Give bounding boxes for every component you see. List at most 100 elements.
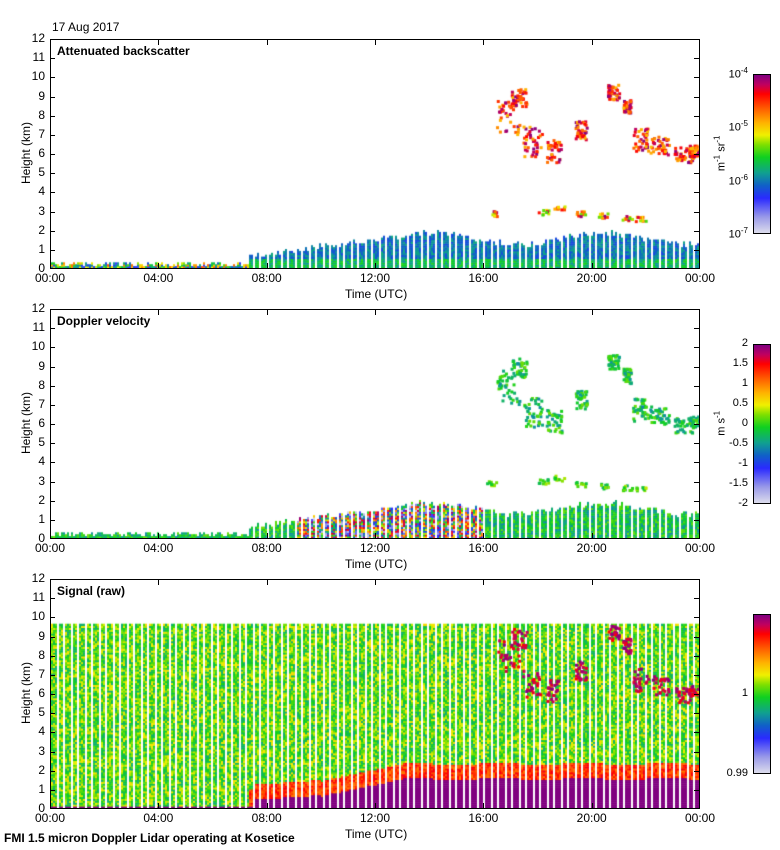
y-tick-mark — [694, 732, 699, 733]
y-tick-mark — [694, 347, 699, 348]
y-tick-label: 2 — [38, 222, 45, 237]
colorbar-tick-label: 2 — [741, 337, 748, 349]
y-tick-mark — [694, 173, 699, 174]
y-tick-label: 9 — [38, 358, 45, 373]
y-tick-label: 4 — [38, 724, 45, 739]
y-tick-mark — [694, 790, 699, 791]
colorbar-tick-label: -1.5 — [729, 477, 748, 489]
y-tick-mark — [50, 347, 55, 348]
y-tick-mark — [694, 367, 699, 368]
colorbar-tick-label: 10-6 — [728, 172, 748, 188]
x-tick-mark — [267, 533, 268, 538]
panel-title: Attenuated backscatter — [57, 44, 190, 58]
y-tick-mark — [50, 482, 55, 483]
x-tick-label: 00:00 — [34, 811, 66, 825]
y-tick-mark — [50, 135, 55, 136]
heatmap-canvas — [51, 40, 699, 268]
y-tick-label: 9 — [38, 88, 45, 103]
heatmap-canvas — [51, 310, 699, 538]
y-axis-label: Height (km) — [19, 392, 33, 455]
colorbar-tick-label: 0.99 — [726, 767, 748, 779]
x-tick-label: 04:00 — [143, 271, 174, 285]
colorbar-tick-label: 1.5 — [732, 357, 748, 369]
y-tick-mark — [694, 656, 699, 657]
y-tick-label: 11 — [32, 590, 45, 605]
x-tick-mark — [483, 533, 484, 538]
plot-area: Doppler velocity — [50, 309, 700, 539]
colorbar-tick-label: -0.5 — [729, 437, 748, 449]
panel-title: Doppler velocity — [57, 314, 151, 328]
y-tick-mark — [694, 135, 699, 136]
y-tick-label: 5 — [38, 435, 45, 450]
x-tick-mark — [592, 803, 593, 808]
colorbar-unit-label: m-1 sr-1 — [712, 135, 728, 172]
x-axis-label: Time (UTC) — [345, 287, 408, 301]
x-tick-mark — [267, 580, 268, 585]
y-tick-mark — [50, 231, 55, 232]
y-tick-mark — [694, 520, 699, 521]
x-tick-label: 12:00 — [359, 541, 391, 555]
x-tick-mark — [483, 263, 484, 268]
y-tick-mark — [694, 694, 699, 695]
y-axis-label: Height (km) — [19, 122, 33, 185]
panel-title: Signal (raw) — [57, 584, 126, 598]
y-tick-label: 5 — [38, 705, 45, 720]
x-tick-label: 12:00 — [359, 811, 391, 825]
y-tick-mark — [694, 713, 699, 714]
y-tick-mark — [50, 173, 55, 174]
x-tick-mark — [483, 580, 484, 585]
x-tick-mark — [267, 310, 268, 315]
y-tick-mark — [50, 154, 55, 155]
colorbar-tick-label: 0.5 — [732, 397, 748, 409]
y-tick-mark — [694, 752, 699, 753]
y-tick-label: 12 — [31, 571, 45, 585]
y-tick-label: 4 — [38, 454, 45, 469]
colorbar-tick-label: 10-5 — [728, 119, 748, 134]
y-tick-mark — [694, 617, 699, 618]
x-tick-mark — [483, 310, 484, 315]
x-tick-label: 04:00 — [143, 541, 174, 555]
y-tick-mark — [50, 192, 55, 193]
x-tick-mark — [483, 803, 484, 808]
x-tick-mark — [267, 40, 268, 45]
y-tick-mark — [694, 637, 699, 638]
y-tick-mark — [50, 77, 55, 78]
y-tick-mark — [50, 212, 55, 213]
y-tick-label: 7 — [38, 396, 45, 411]
y-tick-mark — [50, 424, 55, 425]
y-tick-mark — [694, 771, 699, 772]
y-tick-mark — [694, 97, 699, 98]
y-tick-label: 1 — [38, 241, 45, 256]
y-tick-label: 10 — [31, 609, 45, 624]
x-tick-label: 16:00 — [468, 811, 499, 825]
x-tick-mark — [158, 40, 159, 45]
y-tick-label: 6 — [38, 146, 45, 160]
y-tick-mark — [694, 443, 699, 444]
colorbar — [753, 614, 771, 774]
x-tick-mark — [592, 580, 593, 585]
y-tick-mark — [694, 192, 699, 193]
x-tick-mark — [375, 310, 376, 315]
y-tick-mark — [694, 462, 699, 463]
y-tick-mark — [50, 598, 55, 599]
footer-caption: FMI 1.5 micron Doppler Lidar operating a… — [4, 831, 295, 845]
y-tick-mark — [694, 77, 699, 78]
y-tick-label: 6 — [38, 416, 45, 430]
y-tick-mark — [50, 405, 55, 406]
y-tick-label: 0 — [38, 801, 45, 815]
y-tick-label: 3 — [38, 203, 45, 218]
x-tick-mark — [158, 263, 159, 268]
x-tick-mark — [267, 803, 268, 808]
y-tick-mark — [694, 501, 699, 502]
y-tick-mark — [50, 752, 55, 753]
colorbar-tick-label: 1 — [741, 687, 748, 699]
y-tick-mark — [694, 212, 699, 213]
y-tick-mark — [694, 405, 699, 406]
y-tick-label: 2 — [38, 762, 45, 777]
x-tick-mark — [158, 533, 159, 538]
y-tick-label: 1 — [38, 511, 45, 526]
y-tick-mark — [50, 250, 55, 251]
y-tick-label: 10 — [31, 339, 45, 354]
y-tick-label: 12 — [31, 301, 45, 315]
colorbar — [753, 344, 771, 504]
